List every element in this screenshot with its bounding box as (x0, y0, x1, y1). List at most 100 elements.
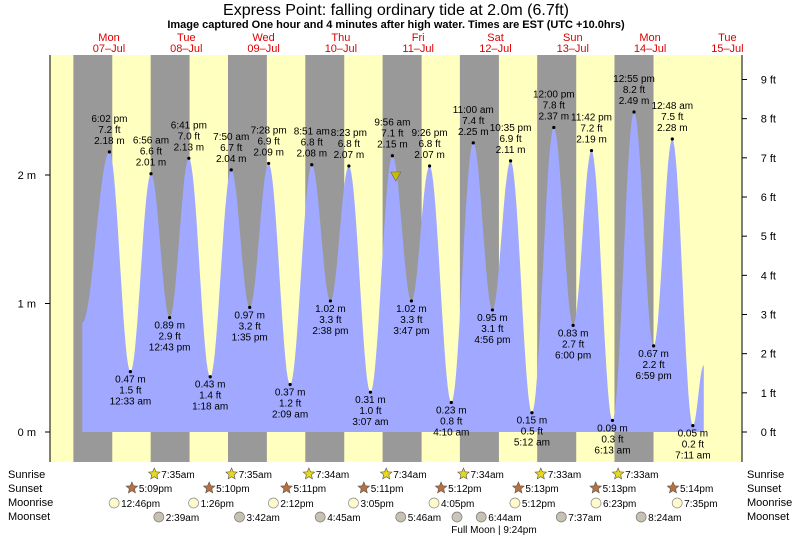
moonset-icon (635, 511, 647, 523)
day-headers: Mon07–JulTue08–JulWed09–JulThu10–JulFri1… (93, 32, 744, 55)
moonrise-time: 4:05pm (441, 499, 474, 510)
high-tide-label: 10:35 pm (490, 123, 532, 134)
tide-point (589, 148, 594, 153)
low-tide-label: 0.3 ft (601, 434, 623, 445)
high-tide-label: 8.2 ft (623, 85, 645, 96)
day-date: 08–Jul (170, 43, 202, 55)
high-tide-label: 2.49 m (619, 96, 650, 107)
sunset-time: 5:10pm (216, 484, 249, 495)
tide-point (632, 110, 636, 114)
moonset-time: 3:42am (247, 513, 280, 524)
day-name: Wed (252, 32, 274, 44)
moonrise-label-right: Moonrise (747, 497, 792, 509)
moonrise-time: 12:46pm (121, 499, 160, 510)
low-tide-label: 0.09 m (597, 423, 628, 434)
low-tide-label: 0.83 m (558, 328, 589, 339)
low-tide-label: 3:47 pm (393, 326, 429, 337)
right-tick-label: 0 ft (761, 427, 776, 439)
sunrise-time: 7:34am (471, 470, 504, 481)
tide-point (610, 418, 615, 423)
high-tide-label: 2.18 m (94, 136, 125, 147)
high-tide-label: 2.11 m (496, 145, 526, 156)
tide-point (449, 400, 453, 405)
sunset-icon (125, 481, 139, 494)
low-tide-label: 3.3 ft (400, 315, 422, 326)
high-tide-label: 8:51 am (294, 127, 330, 138)
low-tide-label: 3:07 am (352, 417, 388, 428)
sunrise-icon (147, 467, 161, 480)
right-axis-ticks: 0 ft 1 ft 2 ft 3 ft 4 ft 5 ft 6 ft 7 ft 8 ft 9 ft (742, 74, 776, 439)
high-tide-label: 2.37 m (539, 111, 570, 122)
right-tick-label: 5 ft (761, 231, 776, 243)
moonrise-icon (671, 497, 683, 509)
low-tide-label: 1.0 ft (359, 406, 381, 417)
sunrise-icon (457, 467, 470, 480)
chart-title: Express Point: falling ordinary tide at … (223, 2, 569, 19)
high-tide-label: 7:28 pm (251, 125, 287, 136)
tide-point (691, 423, 695, 428)
moonrise-time: 5:12pm (522, 499, 555, 510)
moonrise-time: 2:12pm (280, 499, 313, 510)
high-tide-label: 9:26 pm (412, 128, 448, 139)
tide-point (530, 411, 534, 415)
high-tide-label: 6:56 am (133, 136, 169, 147)
sunset-time: 5:14pm (680, 484, 713, 495)
low-tide-label: 0.95 m (477, 313, 508, 324)
low-tide-label: 6:00 pm (555, 350, 591, 361)
day-date: 15–Jul (711, 43, 743, 55)
sunrise-time: 7:35am (239, 470, 272, 481)
sunrise-label-right: Sunrise (747, 469, 784, 481)
sunrise-icon (611, 467, 625, 480)
low-tide-label: 0.2 ft (682, 440, 704, 451)
low-tide-label: 0.15 m (517, 416, 548, 427)
sunrise-icon (379, 467, 393, 480)
low-tide-label: 1.02 m (396, 304, 427, 315)
low-tide-label: 1.2 ft (279, 398, 301, 409)
low-tide-label: 6:59 pm (636, 371, 672, 382)
moonset-icon (395, 511, 407, 523)
low-tide-label: 5:12 am (514, 438, 550, 449)
moonrise-icon (188, 497, 199, 509)
day-name: Mon (98, 32, 119, 44)
right-tick-label: 2 ft (761, 349, 776, 361)
high-tide-label: 7.1 ft (381, 129, 403, 140)
day-date: 10–Jul (325, 43, 357, 55)
sunrise-icon (225, 467, 239, 480)
tide-point (347, 164, 351, 168)
right-tick-label: 7 ft (761, 153, 776, 165)
day-date: 07–Jul (93, 43, 125, 55)
moonrise-time: 1:26pm (201, 499, 234, 510)
sunset-time: 5:13pm (603, 484, 636, 495)
left-tick-label: 2 m (18, 170, 36, 182)
tide-point (427, 164, 432, 168)
tide-point (187, 156, 191, 160)
sunset-icon (511, 481, 525, 494)
right-tick-label: 6 ft (761, 192, 776, 204)
high-tide-label: 6:02 pm (91, 114, 127, 125)
day-date: 11–Jul (402, 43, 434, 55)
high-tide-label: 12:00 pm (533, 89, 575, 100)
tide-point (267, 161, 271, 166)
tide-point (670, 137, 674, 141)
day-name: Tue (177, 32, 196, 44)
high-tide-label: 7.2 ft (580, 124, 602, 135)
sunset-icon (666, 481, 680, 494)
high-tide-label: 7:50 am (213, 132, 249, 143)
tide-point (651, 344, 656, 348)
tide-point (288, 382, 292, 387)
day-name: Mon (639, 32, 660, 44)
moonrise-time: 3:05pm (360, 499, 393, 510)
tide-point (571, 323, 575, 327)
high-tide-label: 7.4 ft (462, 116, 484, 127)
tide-point (128, 370, 133, 374)
moonrise-icon (590, 497, 602, 509)
sunset-time: 5:11pm (293, 484, 326, 495)
sunset-label-left: Sunset (8, 483, 42, 495)
left-tick-label: 1 m (18, 299, 36, 311)
almanac-legend: Sunrise Sunset Moonrise Moonset Sunrise … (8, 469, 792, 523)
high-tide-label: 7.0 ft (178, 131, 200, 142)
tide-point (368, 390, 373, 394)
low-tide-label: 2:38 pm (312, 326, 348, 337)
chart-subtitle: Image captured One hour and 4 minutes af… (167, 19, 625, 31)
